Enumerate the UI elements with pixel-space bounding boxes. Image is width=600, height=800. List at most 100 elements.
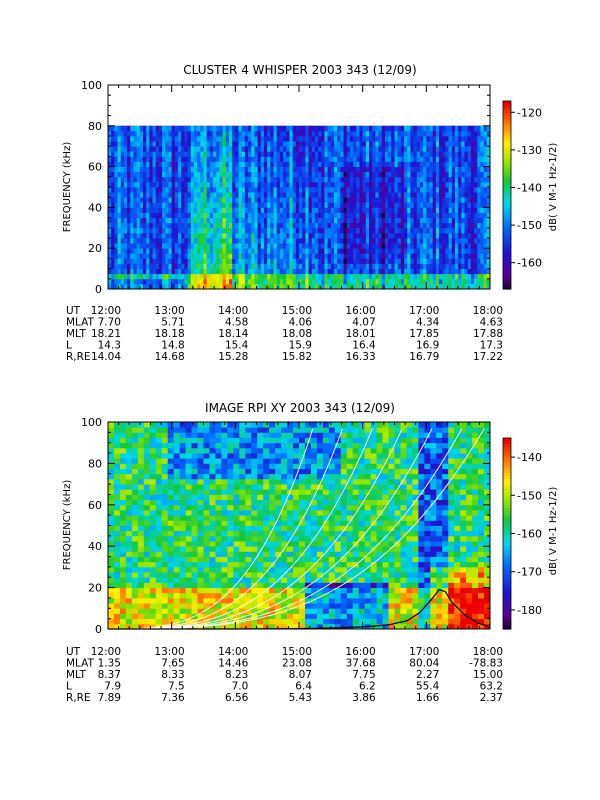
- ephemeris-value: 5.71: [161, 317, 184, 329]
- ephemeris-value: 6.56: [225, 692, 249, 704]
- panel-cluster: CLUSTER 4 WHISPER 2003 343 (12/09) 0 20 40…: [62, 63, 559, 363]
- colorbar-tick-label: -160: [517, 528, 542, 541]
- panel2-white-curves: [108, 428, 485, 630]
- colorbar-tick-label: -150: [517, 219, 542, 232]
- panel1-title: CLUSTER 4 WHISPER 2003 343 (12/09): [183, 63, 416, 77]
- ephemeris-value: 8.07: [289, 669, 312, 681]
- y-tick-label: 20: [88, 242, 102, 255]
- ephemeris-value: 14.3: [98, 340, 121, 352]
- ephemeris-value: 7.70: [98, 317, 121, 329]
- ephemeris-value: 16:00: [345, 646, 375, 658]
- panel1-colorbar-label-text: dB( V M-1 Hz-1/2): [548, 143, 559, 232]
- ephemeris-row-name: MLT: [66, 328, 86, 340]
- panel1-y-label: FREQUENCY (kHz): [62, 142, 73, 233]
- colorbar-tick-label: -140: [517, 451, 542, 464]
- ephemeris-row-name: UT: [66, 646, 81, 658]
- panel2-ephemeris: UT 12:00 13:00 14:00 15:00 16:00 17:00 18:00 MLA…: [66, 646, 503, 704]
- ephemeris-value: 4.07: [352, 317, 375, 329]
- ephemeris-value: 6.2: [359, 681, 376, 693]
- panel2-colorbar-label-text: dB( V M-1 Hz-1/2): [548, 487, 559, 576]
- y-tick-label: 100: [81, 416, 102, 429]
- ephemeris-row-name: L: [66, 340, 72, 352]
- colorbar-tick-label: -170: [517, 566, 542, 579]
- ephemeris-value: 15.82: [282, 351, 312, 363]
- ephemeris-value: 55.4: [416, 681, 440, 693]
- panel2-colorbar-ticks: -140 -150 -160 -170 -180: [511, 451, 542, 617]
- ephemeris-value: 4.06: [289, 317, 313, 329]
- y-tick-label: 100: [81, 79, 102, 92]
- ephemeris-value: 16.9: [416, 340, 439, 352]
- ephemeris-value: 63.2: [480, 681, 503, 693]
- panel2-y-label: FREQUENCY (kHz): [62, 480, 73, 571]
- ephemeris-value: 12:00: [91, 305, 121, 317]
- ephemeris-value: 17.85: [409, 328, 439, 340]
- ephemeris-row-name: MLT: [66, 669, 86, 681]
- y-tick-label: 0: [95, 283, 102, 296]
- y-tick-label: 20: [88, 582, 102, 595]
- ephemeris-value: 3.86: [352, 692, 376, 704]
- ephemeris-value: 14.46: [218, 658, 248, 670]
- panel-image: IMAGE RPI XY 2003 343 (12/09) 0 20 40 60 80 1…: [62, 401, 559, 704]
- ephemeris-value: 80.04: [409, 658, 439, 670]
- ephemeris-value: 4.34: [416, 317, 440, 329]
- ephemeris-value: 15.9: [289, 340, 312, 352]
- ephemeris-value: 18.18: [155, 328, 185, 340]
- colorbar-tick-label: -130: [517, 144, 542, 157]
- ephemeris-value: 14.8: [161, 340, 184, 352]
- ephemeris-value: 18.01: [346, 328, 376, 340]
- ephemeris-value: 18:00: [473, 646, 503, 658]
- ephemeris-value: 7.0: [232, 681, 249, 693]
- ephemeris-value: 15:00: [282, 646, 312, 658]
- panel1-spectrogram: [108, 125, 491, 290]
- ephemeris-row-name: L: [66, 681, 72, 693]
- ephemeris-value: 15.4: [225, 340, 249, 352]
- ephemeris-value: 7.75: [352, 669, 375, 681]
- ephemeris-value: 18.14: [218, 328, 248, 340]
- ephemeris-value: 12:00: [91, 646, 121, 658]
- ephemeris-value: 15:00: [282, 305, 312, 317]
- y-tick-label: 40: [88, 201, 102, 214]
- ephemeris-value: 1.66: [416, 692, 440, 704]
- ephemeris-value: 13:00: [154, 646, 184, 658]
- ephemeris-value: 4.63: [480, 317, 503, 329]
- ephemeris-row-name: MLAT: [66, 658, 95, 670]
- ephemeris-value: 7.65: [161, 658, 184, 670]
- panel1-ephemeris: UT 12:00 13:00 14:00 15:00 16:00 17:00 18:00 MLA…: [66, 305, 503, 363]
- ephemeris-row-name: MLAT: [66, 317, 95, 329]
- y-tick-label: 80: [88, 457, 102, 470]
- panel2-y-axis: 0 20 40 60 80 100: [81, 416, 490, 636]
- panel2-title: IMAGE RPI XY 2003 343 (12/09): [205, 401, 395, 415]
- panel2-x-axis: [107, 422, 491, 629]
- y-tick-label: 0: [95, 623, 102, 636]
- ephemeris-value: 17.22: [473, 351, 503, 363]
- ephemeris-value: 17.88: [473, 328, 503, 340]
- ephemeris-value: 7.36: [161, 692, 185, 704]
- y-tick-label: 80: [88, 120, 102, 133]
- ephemeris-value: 8.37: [98, 669, 121, 681]
- ephemeris-value: 16.33: [346, 351, 376, 363]
- ephemeris-value: 2.27: [416, 669, 439, 681]
- ephemeris-value: 18:00: [473, 305, 503, 317]
- white-curve: [108, 428, 485, 630]
- colorbar-tick-label: -140: [517, 181, 542, 194]
- ephemeris-value: 16.79: [409, 351, 439, 363]
- ephemeris-value: 18.21: [91, 328, 121, 340]
- ephemeris-value: 18.08: [282, 328, 312, 340]
- ephemeris-value: 14:00: [218, 646, 248, 658]
- ephemeris-value: -78.83: [469, 658, 503, 670]
- ephemeris-value: 7.5: [168, 681, 185, 693]
- panel1-y-axis: 0 20 40 60 80 100: [81, 79, 490, 296]
- colorbar-tick-label: -150: [517, 489, 542, 502]
- ephemeris-value: 2.37: [480, 692, 503, 704]
- panel2-colorbar: [502, 437, 512, 630]
- ephemeris-value: 1.35: [98, 658, 121, 670]
- ephemeris-value: 4.58: [225, 317, 248, 329]
- ephemeris-value: 14.68: [155, 351, 185, 363]
- colorbar-tick-label: -180: [517, 604, 542, 617]
- ephemeris-value: 17.3: [480, 340, 503, 352]
- ephemeris-value: 15.28: [218, 351, 248, 363]
- ephemeris-value: 7.9: [104, 681, 121, 693]
- ephemeris-value: 23.08: [282, 658, 312, 670]
- colorbar-tick-label: -160: [517, 257, 542, 270]
